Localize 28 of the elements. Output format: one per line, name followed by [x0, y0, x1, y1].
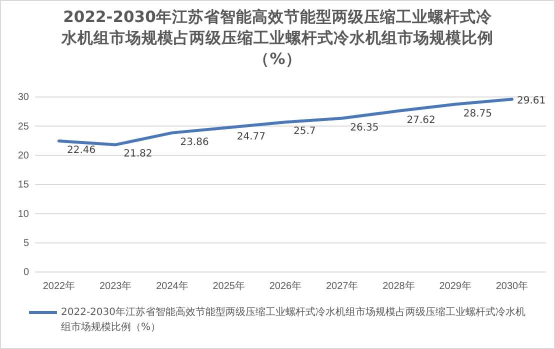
y-tick-label: 10	[18, 208, 30, 220]
data-label: 24.77	[236, 132, 266, 143]
x-tick-label: 2028年	[382, 280, 415, 292]
data-label: 21.82	[124, 148, 152, 160]
legend-label: 2022-2030年江苏省智能高效节能型两级压缩工业螺杆式冷水机组市场规模占两级压缩工业螺杆式冷水机组市场规模比例（%）	[61, 306, 527, 335]
y-tick-label: 30	[18, 92, 30, 104]
x-tick-label: 2030年	[496, 280, 528, 292]
data-label: 22.46	[67, 144, 96, 156]
line-series	[58, 98, 514, 146]
y-tick-label: 15	[18, 180, 30, 191]
x-tick-label: 2027年	[326, 280, 358, 292]
y-tick-label: 0	[23, 267, 30, 278]
y-tick-label: 5	[23, 238, 30, 250]
x-tick-label: 2025年	[212, 280, 245, 292]
x-tick-label: 2022年	[42, 280, 76, 292]
x-tick-label: 2024年	[156, 280, 188, 292]
x-tick-label: 2029年	[439, 280, 472, 292]
data-label: 23.86	[180, 136, 209, 148]
data-label: 26.35	[350, 122, 379, 134]
chart-title: 2022-2030年江苏省智能高效节能型两级压缩工业螺杆式冷水机组市场规模占两级压缩工业螺杆式冷水机组市场规模比例（%）	[61, 7, 494, 70]
x-tick-label: 2026年	[269, 280, 302, 292]
data-label: 25.7	[294, 126, 316, 138]
data-label: 27.62	[406, 114, 436, 126]
data-label: 29.61	[517, 95, 546, 106]
x-tick-label: 2023年	[100, 280, 132, 292]
data-label: 28.75	[463, 108, 492, 120]
y-tick-label: 20	[18, 150, 30, 162]
y-tick-label: 25	[18, 121, 30, 132]
